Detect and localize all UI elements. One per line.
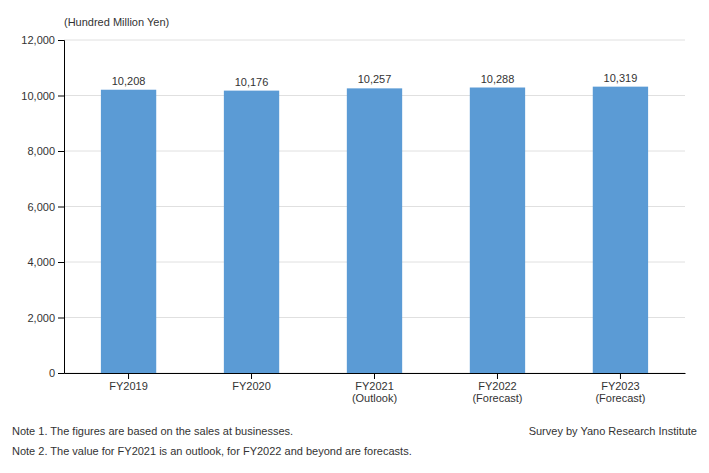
y-tick-label: 6,000 <box>27 201 55 213</box>
x-tick-mark <box>251 373 252 379</box>
data-labels: 10,208 10,176 10,257 10,288 10,319 <box>112 72 638 88</box>
data-label: 10,257 <box>358 73 392 85</box>
x-tick-label-line: FY2019 <box>109 380 148 392</box>
y-tick-mark <box>58 207 64 208</box>
x-tick-mark <box>497 373 498 379</box>
bar <box>470 88 525 373</box>
annotation: Note 1. The figures are based on the sal… <box>12 425 293 437</box>
y-tick: 8,000 <box>27 145 64 157</box>
y-tick-label: 2,000 <box>27 312 55 324</box>
x-tick-label: FY2019 <box>109 380 148 392</box>
x-tick-label: FY2022(Forecast) <box>472 380 522 405</box>
x-tick: FY2022(Forecast) <box>472 373 522 404</box>
plot-area: 0 2,000 4,000 6,000 8,000 10,000 12,000 FY2019 F… <box>21 16 685 404</box>
data-label: 10,208 <box>112 75 146 87</box>
x-tick: FY2019 <box>109 373 148 392</box>
x-tick-label-line: (Forecast) <box>472 392 522 404</box>
y-tick-mark <box>58 151 64 152</box>
bar <box>224 91 279 373</box>
y-tick: 12,000 <box>21 34 64 46</box>
x-tick-label-line: FY2021 <box>355 380 394 392</box>
annotation: Survey by Yano Research Institute <box>529 425 697 437</box>
x-tick: FY2023(Forecast) <box>595 373 645 404</box>
y-axis: 0 2,000 4,000 6,000 8,000 10,000 12,000 <box>21 34 64 379</box>
y-tick: 0 <box>49 367 64 379</box>
x-tick-label-line: (Outlook) <box>352 392 397 404</box>
y-tick-mark <box>58 262 64 263</box>
y-tick-label: 10,000 <box>21 90 55 102</box>
y-tick-mark <box>58 373 64 374</box>
y-tick: 4,000 <box>27 256 64 268</box>
x-tick-label-line: (Forecast) <box>595 392 645 404</box>
y-axis-line <box>58 41 65 374</box>
x-tick-mark <box>128 373 129 379</box>
x-tick-label: FY2023(Forecast) <box>595 380 645 405</box>
bar <box>101 90 156 373</box>
x-tick-label: FY2020 <box>232 380 271 392</box>
y-tick: 6,000 <box>27 201 64 213</box>
bar <box>593 87 648 373</box>
y-tick: 2,000 <box>27 312 64 324</box>
x-tick-mark <box>620 373 621 379</box>
grid-line <box>64 40 685 41</box>
y-tick-label: 4,000 <box>27 256 55 268</box>
data-label: 10,176 <box>235 76 269 88</box>
y-axis-label: (Hundred Million Yen) <box>64 16 169 28</box>
grid <box>64 40 685 373</box>
y-tick-mark <box>58 96 64 97</box>
data-label: 10,288 <box>481 73 515 85</box>
y-tick-label: 8,000 <box>27 145 55 157</box>
x-tick: FY2020 <box>232 373 271 392</box>
x-tick-label-line: FY2022 <box>478 380 517 392</box>
annotation: Note 2. The value for FY2021 is an outlo… <box>12 445 412 457</box>
x-tick-label-line: FY2020 <box>232 380 271 392</box>
data-label: 10,319 <box>604 72 638 84</box>
y-tick: 10,000 <box>21 90 64 102</box>
y-tick-label: 12,000 <box>21 34 55 46</box>
x-axis: FY2019FY2020FY2021(Outlook)FY2022(Foreca… <box>65 373 686 404</box>
chart-root: 0 2,000 4,000 6,000 8,000 10,000 12,000 FY2019 F… <box>0 0 709 473</box>
bars <box>101 87 648 373</box>
y-tick-mark <box>58 318 64 319</box>
y-tick-mark <box>58 40 64 41</box>
bar <box>347 88 402 373</box>
x-tick-mark <box>374 373 375 379</box>
annotations: Note 1. The figures are based on the sal… <box>12 425 697 457</box>
x-tick: FY2021(Outlook) <box>352 373 397 404</box>
y-tick-label: 0 <box>49 367 55 379</box>
x-tick-label: FY2021(Outlook) <box>352 380 397 405</box>
x-tick-label-line: FY2023 <box>601 380 640 392</box>
